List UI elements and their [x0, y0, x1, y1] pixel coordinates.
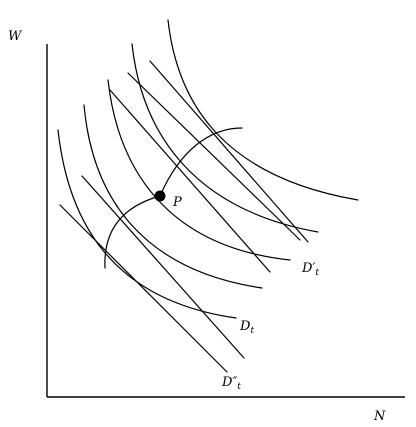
- curve-label-d-main: D: [239, 319, 251, 334]
- curve-label-d-double-prime: D″t: [221, 375, 241, 392]
- curve-label-d-double-prime-main: D: [221, 375, 233, 390]
- tangency-arc-upper: [159, 127, 243, 197]
- straight-line-2: [81, 175, 245, 359]
- straight-line-3: [109, 89, 271, 273]
- curve-label-d: Dt: [239, 319, 254, 336]
- curve-label-d-double-prime-mark: ″: [232, 375, 237, 390]
- point-p-marker: [154, 190, 166, 202]
- convex-curve-2: [83, 104, 263, 289]
- straight-line-5: [149, 60, 309, 243]
- curve-label-d-prime-main: D: [301, 261, 313, 276]
- curve-label-d-prime-mark: ′: [312, 261, 315, 276]
- straight-line-4: [127, 72, 301, 241]
- convex-curve-5: [167, 19, 359, 201]
- curve-label-d-sub: t: [250, 326, 254, 336]
- convex-curve-1: [57, 129, 237, 319]
- curve-label-d-double-prime-sub: t: [237, 382, 241, 392]
- y-axis-label: W: [8, 29, 23, 44]
- straight-line-1: [59, 204, 228, 373]
- convex-curve-3: [107, 79, 291, 261]
- curve-label-d-prime: D′t: [301, 261, 319, 278]
- x-axis-label: N: [373, 409, 386, 424]
- tangency-arc-lower: [104, 195, 161, 269]
- curve-label-d-prime-sub: t: [315, 268, 319, 278]
- convex-curve-4: [131, 43, 319, 233]
- point-p-label: P: [172, 195, 182, 210]
